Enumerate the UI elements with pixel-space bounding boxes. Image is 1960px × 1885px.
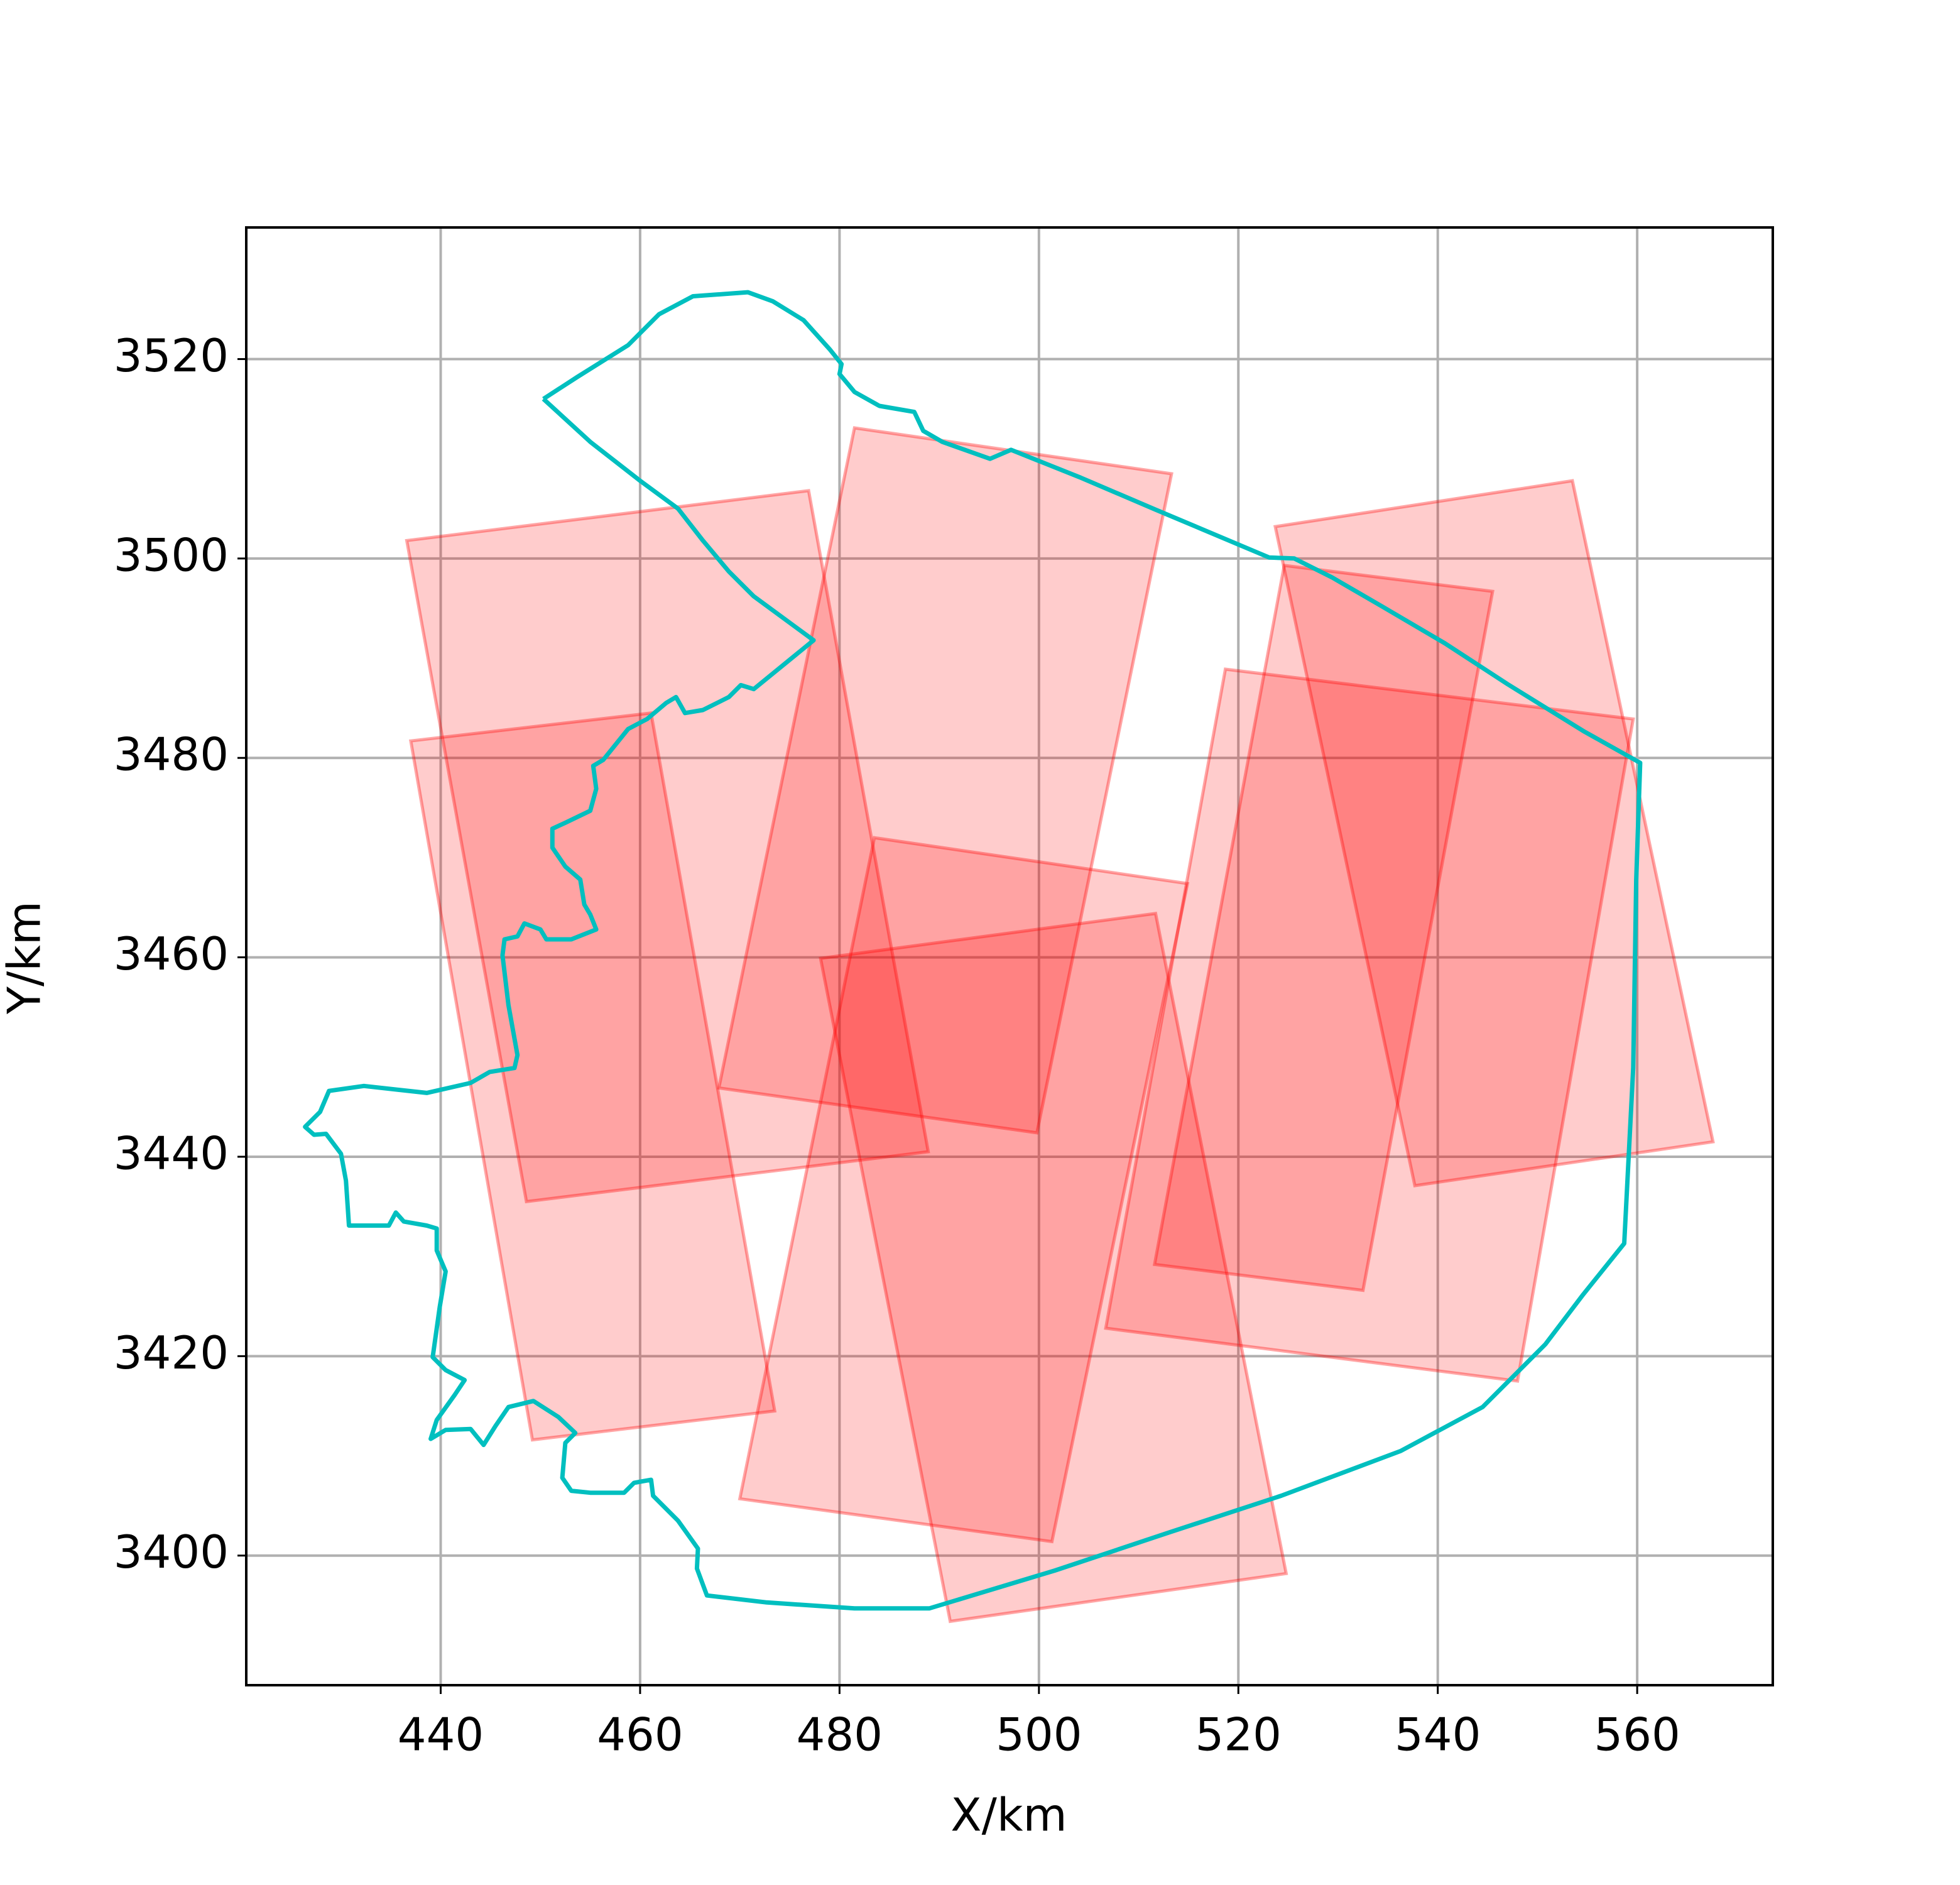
x-axis-label: X/km [950, 1789, 1067, 1842]
footprint [408, 711, 777, 1442]
y-tick-label: 3520 [114, 329, 229, 382]
x-tick-label: 500 [996, 1708, 1082, 1761]
y-axis-label: Y/km [0, 901, 51, 1015]
y-tick-label: 3420 [114, 1326, 229, 1379]
boundary-line [303, 290, 1643, 1611]
footprint [738, 836, 1190, 1544]
footprint [1104, 667, 1635, 1383]
x-tick-label: 560 [1594, 1708, 1680, 1761]
footprint [1273, 479, 1715, 1188]
y-tick-label: 3500 [114, 528, 229, 581]
x-tick-label: 540 [1395, 1708, 1481, 1761]
x-tick-label: 460 [597, 1708, 683, 1761]
axes-frame [245, 226, 1774, 1686]
y-tick-label: 3400 [114, 1526, 229, 1578]
y-tick-label: 3440 [114, 1127, 229, 1179]
x-tick-label: 520 [1195, 1708, 1282, 1761]
footprint [717, 426, 1173, 1135]
grid [246, 227, 1773, 1685]
footprint [819, 912, 1288, 1624]
plot-area [303, 290, 1715, 1624]
axes: 440 460 480 500 520 540 560 3400 3420 3440 3460 348… [114, 329, 1680, 1761]
y-tick-label: 3460 [114, 927, 229, 980]
footprint [1152, 564, 1494, 1292]
x-tick-label: 480 [797, 1708, 883, 1761]
x-tick-label: 440 [398, 1708, 484, 1761]
y-tick-label: 3480 [114, 728, 229, 781]
